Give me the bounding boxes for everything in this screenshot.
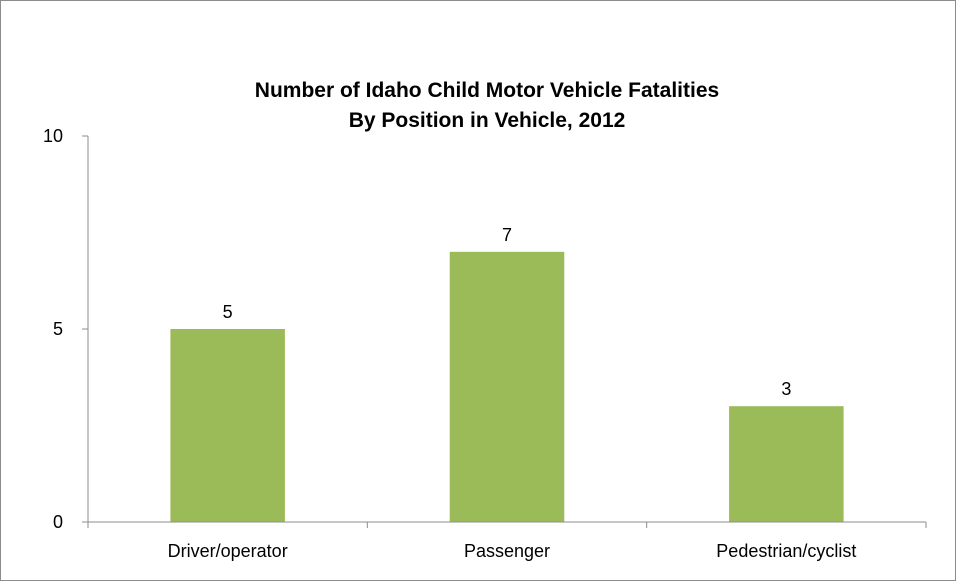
y-tick-label: 10 [43, 126, 63, 146]
x-tick-label: Passenger [464, 541, 550, 561]
y-axis: 0 5 10 [43, 126, 89, 532]
x-tick-label: Pedestrian/cyclist [716, 541, 856, 561]
y-tick-label: 0 [53, 512, 63, 532]
bars: 5 7 3 [170, 225, 844, 523]
x-axis: Driver/operator Passenger Pedestrian/cycli… [87, 521, 927, 561]
bar [729, 406, 844, 522]
bar [170, 329, 285, 522]
bar-data-label: 7 [502, 225, 512, 245]
y-tick-label: 5 [53, 319, 63, 339]
x-tick-label: Driver/operator [168, 541, 288, 561]
bar-data-label: 5 [223, 302, 233, 322]
chart-title-line-2: By Position in Vehicle, 2012 [349, 109, 626, 132]
bar-data-label: 3 [781, 379, 791, 399]
bar [449, 251, 565, 523]
chart-title-line-1: Number of Idaho Child Motor Vehicle Fata… [255, 79, 719, 102]
